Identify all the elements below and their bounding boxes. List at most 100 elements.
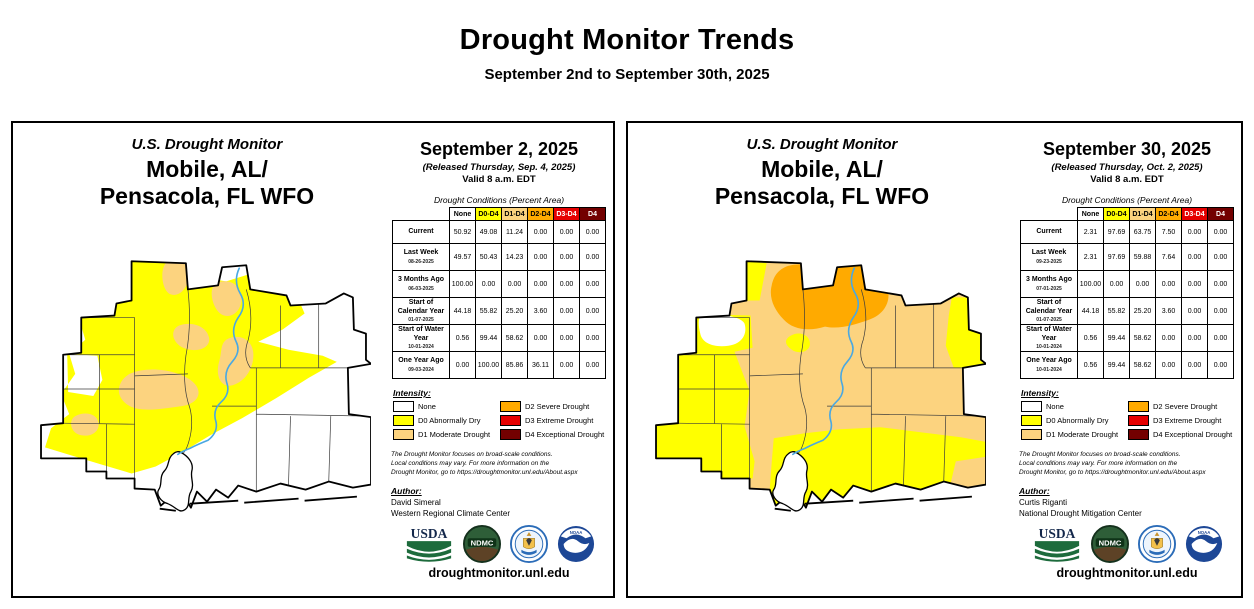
page-title: Drought Monitor Trends [459, 24, 795, 56]
legend-item-d2: D2 Severe Drought [500, 401, 607, 412]
table-title: Drought Conditions (Percent Area) [433, 195, 565, 205]
legend-heading: Intensity: [1021, 388, 1059, 398]
swatch-d4 [1128, 429, 1149, 440]
col-d1-d4: D1-D4 [1129, 207, 1156, 221]
swatch-d4 [500, 429, 521, 440]
info-column: September 2, 2025 (Released Thursday, Se… [391, 139, 607, 580]
row-label: Start of Calendar Year [1025, 299, 1073, 315]
river [792, 267, 860, 456]
noaa-logo: NOAA [557, 526, 594, 563]
wfo-outline [40, 260, 371, 509]
site-url: droughtmonitor.unl.edu [428, 566, 570, 581]
swatch-d0 [393, 415, 414, 426]
corner-cell [1021, 208, 1078, 221]
county-boundaries [678, 289, 986, 492]
legend-item-d0: D0 Abnormally Dry [393, 415, 500, 426]
col-d3-d4: D3-D4 [553, 207, 580, 221]
wfo-outline [655, 260, 986, 509]
svg-text:USDA: USDA [410, 527, 447, 542]
logo-row: USDA NDMC [1019, 525, 1235, 564]
legend-item-none: None [393, 401, 500, 412]
drought-map-sep30 [655, 260, 986, 512]
row-label: 3 Months Ago [1025, 276, 1072, 284]
info-column: September 30, 2025 (Released Thursday, O… [1019, 139, 1235, 580]
drought-map-panel-sep2: U.S. Drought Monitor Mobile, AL/ Pensaco… [11, 121, 615, 598]
row-date: 06-03-2025 [408, 285, 434, 292]
swatch-d1 [1021, 429, 1042, 440]
author-org: Western Regional Climate Center [391, 509, 511, 519]
table-header-row: None D0-D4 D1-D4 D2-D4 D3-D4 D4 [393, 207, 606, 221]
col-none: None [1077, 207, 1104, 221]
swatch-none [393, 401, 414, 412]
svg-text:NDMC: NDMC [1098, 539, 1121, 548]
legend-item-d4: D4 Exceptional Drought [500, 429, 607, 440]
disclaimer: The Drought Monitor focuses on broad-sca… [391, 451, 578, 476]
table-row: 3 Months Ago 06-03-2025 100.00 0.00 0.00 0.0… [392, 270, 606, 298]
row-date: 01-07-2025 [408, 316, 434, 323]
svg-text:NOAA: NOAA [1197, 530, 1210, 535]
col-d2-d4: D2-D4 [1155, 207, 1182, 221]
author-org: National Drought Mitigation Center [1019, 509, 1142, 519]
svg-text:NOAA: NOAA [569, 530, 582, 535]
usda-logo: USDA [406, 527, 451, 563]
d1-moderate-drought-patches [71, 261, 254, 436]
region-name-line1: Mobile, AL/ [761, 155, 883, 182]
swatch-d2 [1128, 401, 1149, 412]
usdm-title: U.S. Drought Monitor [746, 136, 898, 153]
table-row: Current 50.92 49.08 11.24 0.00 0.00 0.00 [392, 220, 606, 244]
valid-time: Valid 8 a.m. EDT [1090, 174, 1164, 185]
row-date: 08-26-2025 [408, 258, 434, 265]
release-date: (Released Thursday, Sep. 4, 2025) [422, 162, 576, 173]
intensity-legend: Intensity: None D0 Abnormally Dry D1 Mod… [393, 388, 607, 443]
ndmc-logo: NDMC [1090, 525, 1129, 564]
col-d0-d4: D0-D4 [1103, 207, 1130, 221]
row-label: Start of Water Year [398, 326, 444, 342]
legend-item-d3: D3 Extreme Drought [1128, 415, 1235, 426]
row-label: One Year Ago [398, 357, 444, 365]
county-boundaries [63, 289, 371, 492]
report-date: September 2, 2025 [419, 139, 579, 159]
table-header-row: None D0-D4 D1-D4 D2-D4 D3-D4 D4 [1021, 207, 1234, 221]
region-name-line2: Pensacola, FL WFO [714, 183, 930, 210]
coastline-islands [159, 495, 357, 512]
row-label: One Year Ago [1026, 357, 1072, 365]
d0-abnormally-dry-area [45, 261, 337, 474]
usdm-title: U.S. Drought Monitor [131, 136, 283, 153]
page-subtitle: September 2nd to September 30th, 2025 [484, 66, 770, 83]
col-d4: D4 [1207, 207, 1234, 221]
legend-item-d1: D1 Moderate Drought [393, 429, 500, 440]
drought-map-panel-sep30: U.S. Drought Monitor Mobile, AL/ Pensaco… [626, 121, 1243, 598]
legend-item-d1: D1 Moderate Drought [1021, 429, 1128, 440]
site-url: droughtmonitor.unl.edu [1056, 566, 1198, 581]
row-date: 07-01-2025 [1036, 285, 1062, 292]
row-label: Current [408, 227, 434, 235]
drought-conditions-table: None D0-D4 D1-D4 D2-D4 D3-D4 D4 Current … [1020, 207, 1234, 379]
logo-row: USDA NDMC [391, 525, 607, 564]
table-row: Current 2.31 97.69 63.75 7.50 0.00 0.00 [1020, 220, 1234, 244]
river [177, 267, 245, 456]
author-heading: Author: [391, 486, 422, 497]
col-d3-d4: D3-D4 [1181, 207, 1208, 221]
table-row: Last Week 08-26-2025 49.57 50.43 14.23 0.00 0… [392, 243, 606, 271]
legend-heading: Intensity: [393, 388, 431, 398]
table-row: 3 Months Ago 07-01-2025 100.00 0.00 0.00 0.0… [1020, 270, 1234, 298]
disclaimer: The Drought Monitor focuses on broad-sca… [1019, 451, 1206, 476]
author-name: Curtis Riganti [1019, 498, 1068, 508]
svg-text:USDA: USDA [1038, 527, 1075, 542]
mobile-bay [157, 451, 194, 512]
noaa-logo: NOAA [1185, 526, 1222, 563]
drought-map-sep2 [40, 260, 371, 512]
row-label: Last Week [1031, 249, 1067, 257]
swatch-none [1021, 401, 1042, 412]
valid-time: Valid 8 a.m. EDT [462, 174, 536, 185]
col-d4: D4 [579, 207, 606, 221]
table-row: Start of Water Year 10-01-2024 0.56 99.44 5… [392, 324, 606, 352]
table-row: One Year Ago 10-01-2024 0.56 99.44 58.62 0.0… [1020, 351, 1234, 379]
corner-cell [393, 208, 450, 221]
row-date: 10-01-2024 [1036, 366, 1062, 373]
map-header: U.S. Drought Monitor Mobile, AL/ Pensaco… [13, 136, 401, 209]
author-name: David Simeral [391, 498, 441, 508]
ndmc-logo: NDMC [462, 525, 501, 564]
mobile-bay [772, 451, 809, 512]
